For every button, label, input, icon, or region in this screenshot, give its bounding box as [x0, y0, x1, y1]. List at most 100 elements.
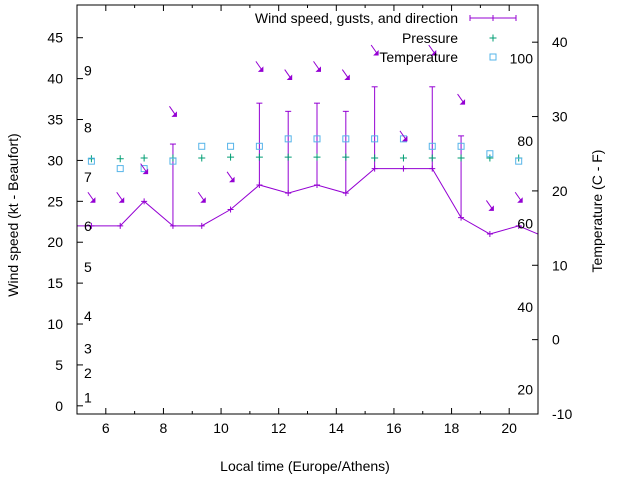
y-tick-label: 45 [47, 30, 63, 46]
x-tick-label: 18 [444, 420, 460, 436]
wind-speed-point [458, 214, 465, 221]
temperature-point [198, 142, 206, 150]
wind-speed-point [400, 165, 407, 172]
wind-speed-point [198, 222, 205, 229]
legend-label: Wind speed, gusts, and direction [255, 10, 458, 26]
pressure-point [399, 154, 407, 162]
wind-arrow-head [200, 197, 206, 203]
wind-speed-point [169, 222, 176, 229]
wind-speed-point [486, 231, 493, 238]
pressure-point [116, 155, 124, 163]
y-tick-label: 5 [55, 357, 63, 373]
pressure-point [486, 154, 494, 162]
pressure-point [255, 153, 263, 161]
wind-speed-point [227, 206, 234, 213]
chart-axes [76, 4, 539, 415]
temperature-point [515, 157, 523, 165]
y2-tick-label: -10 [552, 406, 572, 422]
wind-arrow-head [257, 66, 264, 72]
x-tick-label: 12 [271, 420, 287, 436]
y-tick-label: 35 [47, 112, 63, 128]
fahrenheit-label: 40 [517, 299, 533, 315]
x-axis-label: Local time (Europe/Athens) [220, 458, 390, 474]
x-tick-label: 10 [213, 420, 229, 436]
temperature-point [371, 135, 379, 143]
temperature-point [486, 150, 494, 158]
pressure-point [284, 153, 292, 161]
plot-frame [76, 4, 539, 415]
y-tick-label: 25 [47, 193, 63, 209]
wind-arrow-head [315, 66, 322, 72]
wind-arrow-head [517, 197, 523, 203]
legend-swatch-ticks [469, 15, 517, 21]
legend-label: Temperature [379, 49, 458, 65]
y-axis-label: Wind speed (kt - Beaufort) [5, 133, 21, 296]
wind-arrow-head [373, 49, 379, 56]
beaufort-label: 9 [84, 62, 92, 78]
beaufort-label: 8 [84, 120, 92, 136]
pressure-point [342, 153, 350, 161]
wind-arrow-head [459, 99, 466, 105]
temperature-point [87, 157, 95, 165]
fahrenheit-label: 100 [510, 51, 534, 67]
chart-marks [77, 44, 539, 238]
wind-speed-point [117, 222, 124, 229]
wind-speed-line [77, 168, 539, 235]
temperature-point [116, 165, 124, 173]
legend-swatch-temperature [489, 53, 497, 61]
x-tick-label: 20 [501, 420, 517, 436]
y-tick-label: 0 [55, 398, 63, 414]
beaufort-label: 6 [84, 218, 92, 234]
wind-arrow-head [89, 197, 96, 203]
temperature-point [428, 142, 436, 150]
wind-speed-point [141, 198, 148, 205]
temperature-point [227, 142, 235, 150]
pressure-point [198, 154, 206, 162]
fahrenheit-label: 20 [517, 381, 533, 397]
y2-tick-label: 0 [552, 332, 560, 348]
y2-axis-label: Temperature (C - F) [589, 150, 605, 273]
temperature-point [457, 142, 465, 150]
wind-arrow-head [401, 135, 408, 142]
x-tick-label: 6 [102, 420, 110, 436]
wind-arrow-head [171, 111, 177, 117]
beaufort-label: 3 [84, 341, 92, 357]
wind-arrow-head [286, 74, 293, 81]
wind-arrow-head [344, 74, 350, 81]
wind-arrow-head [142, 168, 149, 175]
y-tick-label: 30 [47, 152, 63, 168]
fahrenheit-label: 60 [517, 216, 533, 232]
temperature-point [284, 135, 292, 143]
beaufort-label: 1 [84, 390, 92, 406]
wind-speed-point [314, 181, 321, 188]
wind-speed-point [342, 190, 349, 197]
wind-arrow-head [430, 49, 437, 56]
y2-tick-label: 20 [552, 183, 568, 199]
y-tick-label: 10 [47, 316, 63, 332]
x-tick-label: 16 [386, 420, 402, 436]
beaufort-label: 7 [84, 169, 92, 185]
y-tick-label: 40 [47, 71, 63, 87]
legend-label: Pressure [402, 30, 458, 46]
wind-speed-point [285, 190, 292, 197]
wind-speed-point [256, 181, 263, 188]
wind-arrow-head [118, 197, 125, 203]
temperature-point [342, 135, 350, 143]
legend-swatch-pressure [489, 34, 497, 42]
temperature-point [255, 142, 263, 150]
pressure-point [428, 154, 436, 162]
pressure-point [140, 154, 148, 162]
pressure-point [227, 153, 235, 161]
beaufort-label: 2 [84, 365, 92, 381]
wind-speed-point [515, 222, 522, 229]
beaufort-label: 5 [84, 259, 92, 275]
chart-ticks: 6 8 10 12 14 16 18 20051015202530354045-1001020… [47, 5, 572, 436]
fahrenheit-label: 80 [517, 133, 533, 149]
pressure-point [371, 154, 379, 162]
pressure-point [457, 154, 465, 162]
y2-tick-label: 10 [552, 257, 568, 273]
pressure-point [87, 155, 95, 163]
wind-arrow-head [488, 205, 494, 211]
temperature-point [169, 157, 177, 165]
